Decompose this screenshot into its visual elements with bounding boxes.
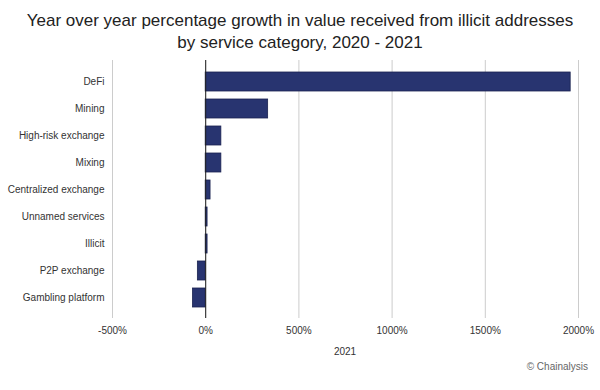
svg-text:Mixing: Mixing xyxy=(76,157,105,168)
svg-text:1000%: 1000% xyxy=(377,325,408,336)
html-text:Year over year percentage grow: Year over year percentage growth in valu… xyxy=(26,11,574,52)
svg-text:High-risk exchange: High-risk exchange xyxy=(19,130,105,141)
svg-text:Unnamed services: Unnamed services xyxy=(22,211,105,222)
svg-text:P2P exchange: P2P exchange xyxy=(40,265,105,276)
svg-text:DeFi: DeFi xyxy=(83,76,104,87)
svg-text:2000%: 2000% xyxy=(563,325,594,336)
svg-text:Gambling platform: Gambling platform xyxy=(23,292,105,303)
svg-text:Illicit: Illicit xyxy=(85,238,105,249)
svg-text:500%: 500% xyxy=(286,325,312,336)
svg-text:1500%: 1500% xyxy=(470,325,501,336)
html-text:© Chainalysis: © Chainalysis xyxy=(526,361,588,372)
svg-text:Centralized exchange: Centralized exchange xyxy=(8,184,105,195)
svg-text:0%: 0% xyxy=(198,325,213,336)
html-text:2021: 2021 xyxy=(333,346,357,357)
svg-text:-500%: -500% xyxy=(98,325,127,336)
svg-text:Mining: Mining xyxy=(75,103,104,114)
